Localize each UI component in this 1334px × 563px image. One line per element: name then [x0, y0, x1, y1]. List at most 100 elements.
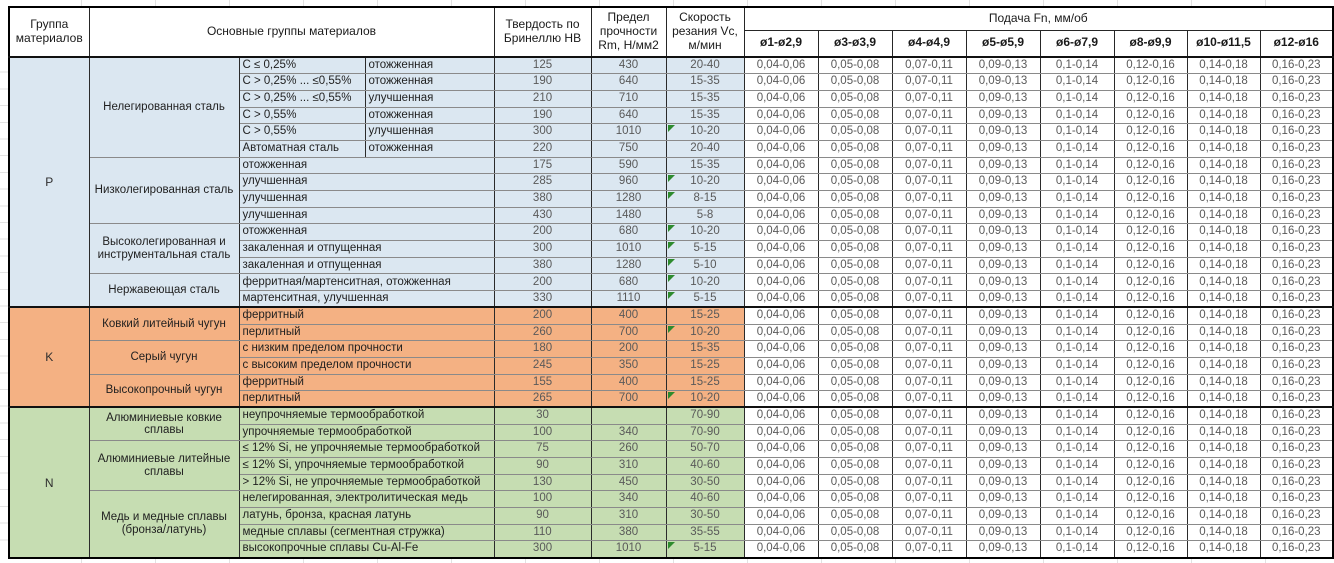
- vc-cell[interactable]: 10-20: [665, 123, 745, 141]
- feed-cell[interactable]: 0,07-0,11: [891, 356, 967, 375]
- rm-cell[interactable]: 310: [590, 457, 667, 475]
- feed-cell[interactable]: 0,12-0,16: [1113, 223, 1188, 242]
- material-cell[interactable]: перлитный: [238, 323, 495, 342]
- feed-cell[interactable]: 0,07-0,11: [891, 89, 967, 108]
- feed-cell[interactable]: 0,05-0,08: [817, 356, 893, 375]
- feed-cell[interactable]: 0,14-0,18: [1186, 73, 1261, 91]
- feed-cell[interactable]: 0,1-0,14: [1039, 89, 1115, 108]
- feed-cell[interactable]: 0,14-0,18: [1186, 173, 1261, 191]
- feed-cell[interactable]: 0,14-0,18: [1186, 273, 1261, 292]
- feed-cell[interactable]: 0,07-0,11: [891, 473, 967, 492]
- feed-cell[interactable]: 0,1-0,14: [1039, 223, 1115, 242]
- feed-cell[interactable]: 0,16-0,23: [1259, 190, 1334, 208]
- vc-cell[interactable]: 5-15: [665, 290, 745, 308]
- feed-cell[interactable]: 0,16-0,23: [1259, 273, 1334, 292]
- feed-cell[interactable]: 0,05-0,08: [817, 490, 893, 509]
- feed-cell[interactable]: 0,07-0,11: [891, 139, 967, 158]
- vc-cell[interactable]: 15-25: [665, 306, 745, 325]
- feed-cell[interactable]: 0,07-0,11: [891, 340, 967, 358]
- feed-cell[interactable]: 0,14-0,18: [1186, 507, 1261, 525]
- material-state-cell[interactable]: отожженная: [364, 106, 495, 125]
- rm-cell[interactable]: 1480: [590, 206, 667, 225]
- feed-cell[interactable]: 0,14-0,18: [1186, 223, 1261, 242]
- subgroup-name-cell[interactable]: Ковкий литейный чугун: [88, 306, 240, 342]
- header-strength-rm[interactable]: Предел прочности Rm, Н/мм2: [590, 6, 667, 58]
- feed-cell[interactable]: 0,04-0,06: [743, 290, 819, 308]
- feed-cell[interactable]: 0,05-0,08: [817, 56, 893, 75]
- vc-cell[interactable]: 15-25: [665, 373, 745, 392]
- feed-cell[interactable]: 0,05-0,08: [817, 156, 893, 175]
- feed-cell[interactable]: 0,09-0,13: [965, 490, 1041, 509]
- feed-cell[interactable]: 0,12-0,16: [1113, 406, 1188, 425]
- feed-cell[interactable]: 0,09-0,13: [965, 323, 1041, 342]
- feed-cell[interactable]: 0,07-0,11: [891, 206, 967, 225]
- feed-cell[interactable]: 0,12-0,16: [1113, 457, 1188, 475]
- rm-cell[interactable]: 310: [590, 507, 667, 525]
- rm-cell[interactable]: 1010: [590, 540, 667, 559]
- material-state-cell[interactable]: улучшенная: [364, 89, 495, 108]
- hb-cell[interactable]: 30: [493, 406, 592, 425]
- feed-cell[interactable]: 0,16-0,23: [1259, 173, 1334, 191]
- feed-cell[interactable]: 0,12-0,16: [1113, 139, 1188, 158]
- rm-cell[interactable]: 260: [590, 440, 667, 458]
- feed-cell[interactable]: 0,16-0,23: [1259, 340, 1334, 358]
- feed-cell[interactable]: 0,14-0,18: [1186, 156, 1261, 175]
- feed-cell[interactable]: 0,09-0,13: [965, 240, 1041, 258]
- rm-cell[interactable]: 1280: [590, 256, 667, 275]
- feed-cell[interactable]: 0,09-0,13: [965, 223, 1041, 242]
- feed-cell[interactable]: 0,09-0,13: [965, 139, 1041, 158]
- feed-cell[interactable]: 0,16-0,23: [1259, 256, 1334, 275]
- header-dia-8[interactable]: ø12-ø16: [1259, 29, 1334, 58]
- hb-cell[interactable]: 260: [493, 323, 592, 342]
- rm-cell[interactable]: 640: [590, 73, 667, 91]
- feed-cell[interactable]: 0,09-0,13: [965, 190, 1041, 208]
- feed-cell[interactable]: 0,1-0,14: [1039, 423, 1115, 442]
- feed-cell[interactable]: 0,14-0,18: [1186, 540, 1261, 559]
- material-cell[interactable]: C ≤ 0,25%: [238, 56, 366, 75]
- feed-cell[interactable]: 0,12-0,16: [1113, 523, 1188, 542]
- feed-cell[interactable]: 0,05-0,08: [817, 473, 893, 492]
- feed-cell[interactable]: 0,04-0,06: [743, 139, 819, 158]
- feed-cell[interactable]: 0,05-0,08: [817, 306, 893, 325]
- feed-cell[interactable]: 0,14-0,18: [1186, 390, 1261, 408]
- header-dia-3[interactable]: ø4-ø4,9: [891, 29, 967, 58]
- feed-cell[interactable]: 0,12-0,16: [1113, 56, 1188, 75]
- rm-cell[interactable]: 400: [590, 306, 667, 325]
- feed-cell[interactable]: 0,09-0,13: [965, 406, 1041, 425]
- vc-cell[interactable]: 15-25: [665, 356, 745, 375]
- hb-cell[interactable]: 125: [493, 56, 592, 75]
- feed-cell[interactable]: 0,16-0,23: [1259, 73, 1334, 91]
- feed-cell[interactable]: 0,1-0,14: [1039, 256, 1115, 275]
- rm-cell[interactable]: [590, 406, 667, 425]
- rm-cell[interactable]: 430: [590, 56, 667, 75]
- rm-cell[interactable]: 710: [590, 89, 667, 108]
- hb-cell[interactable]: 245: [493, 356, 592, 375]
- rm-cell[interactable]: 380: [590, 523, 667, 542]
- feed-cell[interactable]: 0,07-0,11: [891, 106, 967, 125]
- feed-cell[interactable]: 0,14-0,18: [1186, 523, 1261, 542]
- group-letter-cell[interactable]: N: [8, 406, 90, 559]
- feed-cell[interactable]: 0,16-0,23: [1259, 156, 1334, 175]
- material-cell[interactable]: нелегированная, электролитическая медь: [238, 490, 495, 509]
- feed-cell[interactable]: 0,09-0,13: [965, 457, 1041, 475]
- vc-cell[interactable]: 10-20: [665, 223, 745, 242]
- feed-cell[interactable]: 0,05-0,08: [817, 223, 893, 242]
- vc-cell[interactable]: 5-8: [665, 206, 745, 225]
- material-cell[interactable]: высокопрочные сплавы Cu-Al-Fe: [238, 540, 495, 559]
- feed-cell[interactable]: 0,05-0,08: [817, 89, 893, 108]
- feed-cell[interactable]: 0,16-0,23: [1259, 356, 1334, 375]
- feed-cell[interactable]: 0,16-0,23: [1259, 223, 1334, 242]
- rm-cell[interactable]: 680: [590, 273, 667, 292]
- subgroup-name-cell[interactable]: Серый чугун: [88, 340, 240, 375]
- feed-cell[interactable]: 0,16-0,23: [1259, 290, 1334, 308]
- feed-cell[interactable]: 0,05-0,08: [817, 190, 893, 208]
- feed-cell[interactable]: 0,07-0,11: [891, 323, 967, 342]
- hb-cell[interactable]: 175: [493, 156, 592, 175]
- feed-cell[interactable]: 0,04-0,06: [743, 373, 819, 392]
- feed-cell[interactable]: 0,1-0,14: [1039, 206, 1115, 225]
- feed-cell[interactable]: 0,12-0,16: [1113, 340, 1188, 358]
- feed-cell[interactable]: 0,1-0,14: [1039, 457, 1115, 475]
- vc-cell[interactable]: 20-40: [665, 139, 745, 158]
- feed-cell[interactable]: 0,09-0,13: [965, 156, 1041, 175]
- feed-cell[interactable]: 0,04-0,06: [743, 156, 819, 175]
